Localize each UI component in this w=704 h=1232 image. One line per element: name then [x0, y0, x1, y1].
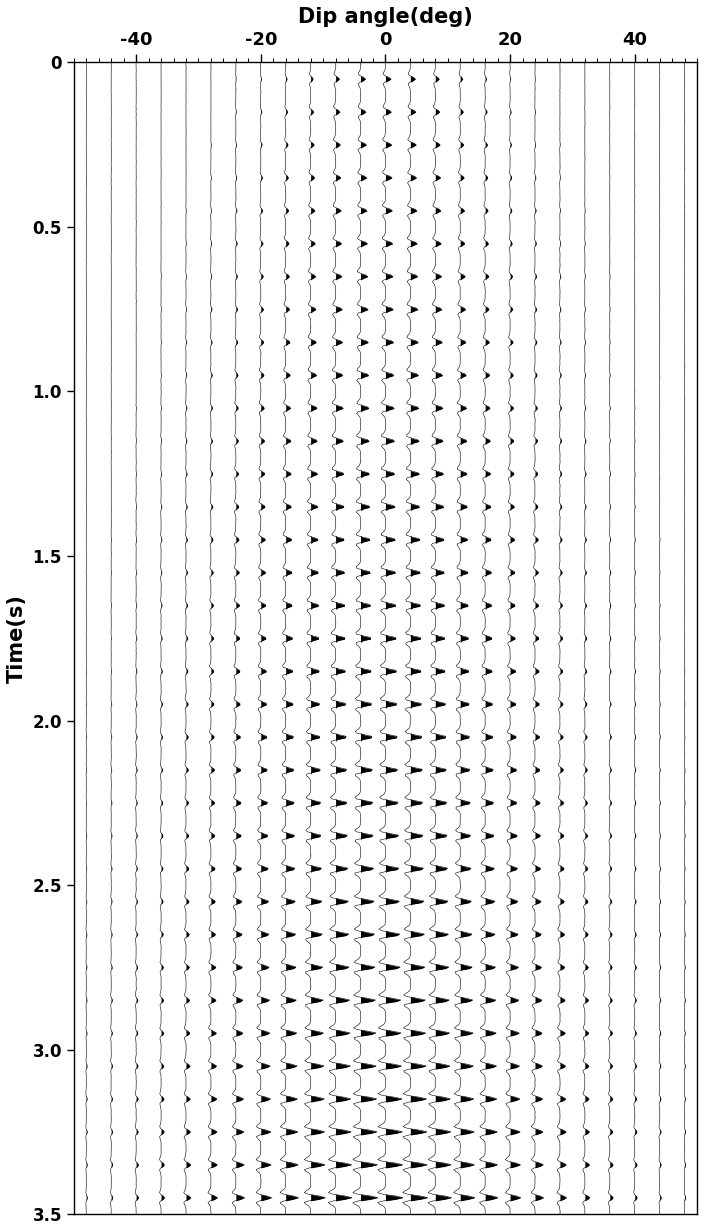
Y-axis label: Time(s): Time(s)	[7, 594, 27, 683]
X-axis label: Dip angle(deg): Dip angle(deg)	[298, 7, 473, 27]
